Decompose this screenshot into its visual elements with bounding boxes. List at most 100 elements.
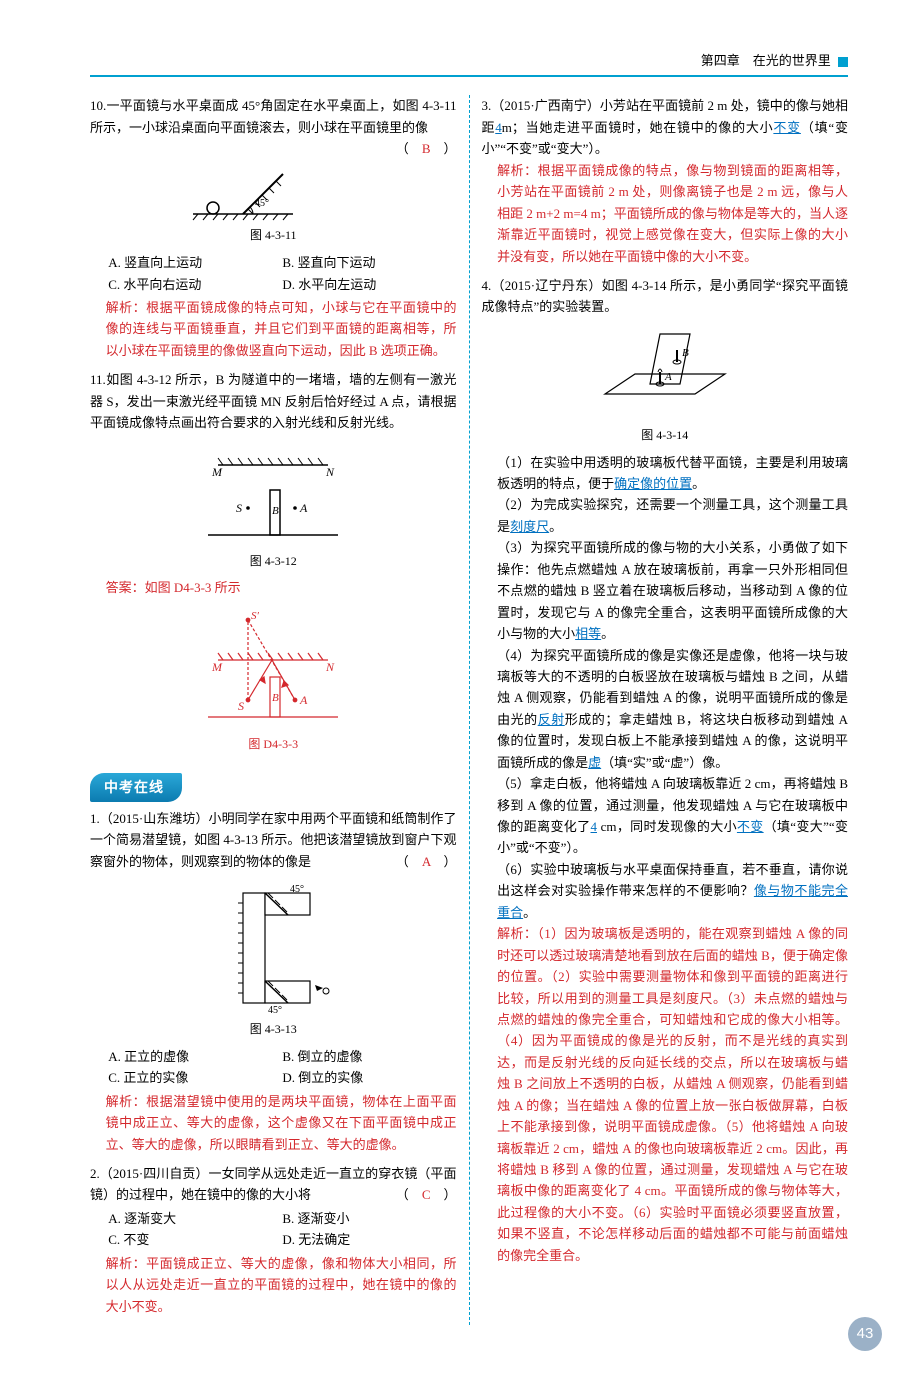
z4-number: 4.: [482, 278, 492, 293]
fig-4-3-13-caption: 图 4-3-13: [90, 1020, 457, 1040]
fig-4-3-11-caption: 图 4-3-11: [90, 226, 457, 246]
z4-p4-blank2: 虚: [588, 755, 601, 770]
z1-source: （2015·山东潍坊）: [100, 811, 209, 826]
svg-text:N: N: [325, 465, 335, 479]
z3-number: 3.: [482, 98, 492, 113]
question-11: 11.如图 4-3-12 所示，B 为隧道中的一堵墙，墙的左侧有一激光器 S，发…: [90, 369, 457, 754]
z2-optD: D. 无法确定: [282, 1229, 456, 1250]
svg-text:A: A: [299, 501, 308, 515]
q10-answer-paren: （ B ）: [396, 138, 457, 159]
figure-4-3-14: A B 图 4-3-14: [482, 324, 849, 446]
svg-text:45°: 45°: [268, 1005, 282, 1016]
z4-analysis-text: （1）因为玻璃板是透明的，能在观察到蜡烛 A 像的同时还可以透过玻璃清楚地看到放…: [497, 926, 848, 1263]
z4-p5-blank2: 不变: [737, 819, 764, 834]
svg-text:B: B: [272, 692, 279, 704]
z4-p6: （6）实验中玻璃板与水平桌面保持垂直，若不垂直，请你说出这样会对实验操作带来怎样…: [482, 859, 849, 923]
z1-answer-paren: （ A ）: [396, 851, 457, 872]
z1-number: 1.: [90, 811, 100, 826]
z3-analysis-label: 解析：: [497, 163, 538, 178]
z4-analysis: 解析：（1）因为玻璃板是透明的，能在观察到蜡烛 A 像的同时还可以透过玻璃清楚地…: [482, 923, 849, 1266]
z1-analysis-label: 解析：: [106, 1094, 147, 1109]
svg-text:45°: 45°: [290, 884, 304, 895]
header-decoration: [838, 57, 848, 67]
z1-answer: A: [422, 854, 431, 869]
z4-source: （2015·辽宁丹东）: [491, 278, 601, 293]
z4-p2: （2）为完成实验探究，还需要一个测量工具，这个测量工具是刻度尺。: [482, 494, 849, 537]
q10-number: 10.: [90, 98, 106, 113]
zhongkao-q3: 3.（2015·广西南宁）小芳站在平面镜前 2 m 处，镜中的像与她相距4m；当…: [482, 95, 849, 267]
svg-text:N: N: [325, 660, 335, 674]
question-10: 10.一平面镜与水平桌面成 45°角固定在水平桌面上，如图 4-3-11 所示，…: [90, 95, 457, 361]
z3-source: （2015·广西南宁）: [491, 98, 600, 113]
z4-p4-blank1: 反射: [538, 712, 565, 727]
z2-number: 2.: [90, 1166, 100, 1181]
figure-D4-3-3: M N S′ S B A 图 D4-3-3: [90, 605, 457, 755]
q10-optB: B. 竖直向下运动: [282, 252, 456, 273]
svg-text:B: B: [272, 505, 279, 517]
z1-optD: D. 倒立的实像: [282, 1067, 456, 1088]
chapter-title: 第四章 在光的世界里: [701, 53, 831, 68]
z1-analysis-text: 根据潜望镜中使用的是两块平面镜，物体在上面平面镜中成正立、等大的虚像，这个虚像又…: [106, 1094, 457, 1152]
z2-answer: C: [422, 1187, 431, 1202]
z4-p3: （3）为探究平面镜所成的像与物的大小关系，小勇做了如下操作：他先点燃蜡烛 A 放…: [482, 537, 849, 644]
z2-analysis-text: 平面镜成正立、等大的虚像，像和物体大小相同，所以人从远处走近一直立的平面镜的过程…: [106, 1256, 457, 1314]
q10-analysis-label: 解析：: [106, 300, 147, 315]
z2-answer-paren: （ C ）: [396, 1184, 457, 1205]
z2-optA: A. 逐渐变大: [108, 1208, 282, 1229]
q10-optA: A. 竖直向上运动: [108, 252, 282, 273]
q10-text: 一平面镜与水平桌面成 45°角固定在水平桌面上，如图 4-3-11 所示，一小球…: [90, 98, 457, 134]
z2-options: A. 逐渐变大 B. 逐渐变小 C. 不变 D. 无法确定: [90, 1208, 457, 1251]
q10-analysis: 解析：根据平面镜成像的特点可知，小球与它在平面镜中的像的连线与平面镜垂直，并且它…: [90, 297, 457, 361]
q11-text: 如图 4-3-12 所示，B 为隧道中的一堵墙，墙的左侧有一激光器 S，发出一束…: [90, 372, 457, 430]
section-zhongkao: 中考在线: [90, 773, 182, 802]
svg-text:M: M: [211, 660, 223, 674]
z2-source: （2015·四川自贡）: [100, 1166, 209, 1181]
zhongkao-q4: 4.（2015·辽宁丹东）如图 4-3-14 所示，是小勇同学“探究平面镜成像特…: [482, 275, 849, 1266]
q11-answer-label: 答案：: [106, 580, 145, 595]
content-columns: 10.一平面镜与水平桌面成 45°角固定在水平桌面上，如图 4-3-11 所示，…: [90, 95, 848, 1325]
z1-analysis: 解析：根据潜望镜中使用的是两块平面镜，物体在上面平面镜中成正立、等大的虚像，这个…: [90, 1091, 457, 1155]
svg-text:B: B: [682, 347, 689, 359]
q10-analysis-text: 根据平面镜成像的特点可知，小球与它在平面镜中的像的连线与平面镜垂直，并且它们到平…: [106, 300, 457, 358]
z2-analysis: 解析：平面镜成正立、等大的虚像，像和物体大小相同，所以人从远处走近一直立的平面镜…: [90, 1253, 457, 1317]
page-header: 第四章 在光的世界里: [90, 50, 848, 77]
zhongkao-q1: 1.（2015·山东潍坊）小明同学在家中用两个平面镜和纸筒制作了一个简易潜望镜，…: [90, 808, 457, 1155]
svg-text:S: S: [236, 501, 242, 515]
z1-optC: C. 正立的实像: [108, 1067, 282, 1088]
z1-options: A. 正立的虚像 B. 倒立的虚像 C. 正立的实像 D. 倒立的实像: [90, 1046, 457, 1089]
zhongkao-q2: 2.（2015·四川自贡）一女同学从远处走近一直立的穿衣镜（平面镜）的过程中，她…: [90, 1163, 457, 1317]
q10-answer: B: [422, 141, 431, 156]
z2-optC: C. 不变: [108, 1229, 282, 1250]
q10-options: A. 竖直向上运动 B. 竖直向下运动 C. 水平向右运动 D. 水平向左运动: [90, 252, 457, 295]
right-column: 3.（2015·广西南宁）小芳站在平面镜前 2 m 处，镜中的像与她相距4m；当…: [482, 95, 849, 1325]
svg-text:A: A: [299, 693, 308, 707]
q11-answer-line: 答案：如图 D4-3-3 所示: [90, 577, 457, 598]
z3-analysis-text: 根据平面镜成像的特点，像与物到镜面的距离相等，小芳站在平面镜前 2 m 处，则像…: [497, 163, 848, 264]
svg-text:S′: S′: [251, 610, 260, 622]
column-divider: [469, 95, 470, 1325]
z1-optA: A. 正立的虚像: [108, 1046, 282, 1067]
figure-4-3-12: M N B S A 图 4-3-12: [90, 440, 457, 572]
z2-analysis-label: 解析：: [106, 1256, 147, 1271]
svg-text:A: A: [664, 371, 672, 383]
z3-blank2: 不变: [773, 120, 801, 135]
fig-4-3-14-caption: 图 4-3-14: [482, 426, 849, 446]
z2-optB: B. 逐渐变小: [282, 1208, 456, 1229]
z4-analysis-label: 解析：: [497, 926, 537, 941]
q11-number: 11.: [90, 372, 106, 387]
svg-text:S: S: [238, 699, 244, 713]
svg-text:45°: 45°: [255, 198, 269, 209]
q11-answer-text: 如图 D4-3-3 所示: [145, 580, 241, 595]
z4-p3-blank: 相等: [575, 626, 601, 641]
z3-text2: m；当她走进平面镜时，她在镜中的像的大小: [502, 120, 774, 135]
fig-D4-3-3-caption: 图 D4-3-3: [90, 735, 457, 755]
page-number: 43: [848, 1317, 882, 1351]
figure-4-3-13: 45° 45° 图 4-3-13: [90, 878, 457, 1040]
svg-text:M: M: [211, 465, 223, 479]
left-column: 10.一平面镜与水平桌面成 45°角固定在水平桌面上，如图 4-3-11 所示，…: [90, 95, 457, 1325]
q10-optC: C. 水平向右运动: [108, 274, 282, 295]
fig-4-3-12-caption: 图 4-3-12: [90, 552, 457, 572]
q10-optD: D. 水平向左运动: [282, 274, 456, 295]
z3-analysis: 解析：根据平面镜成像的特点，像与物到镜面的距离相等，小芳站在平面镜前 2 m 处…: [482, 160, 849, 267]
z4-p1: （1）在实验中用透明的玻璃板代替平面镜，主要是利用玻璃板透明的特点，便于确定像的…: [482, 452, 849, 495]
